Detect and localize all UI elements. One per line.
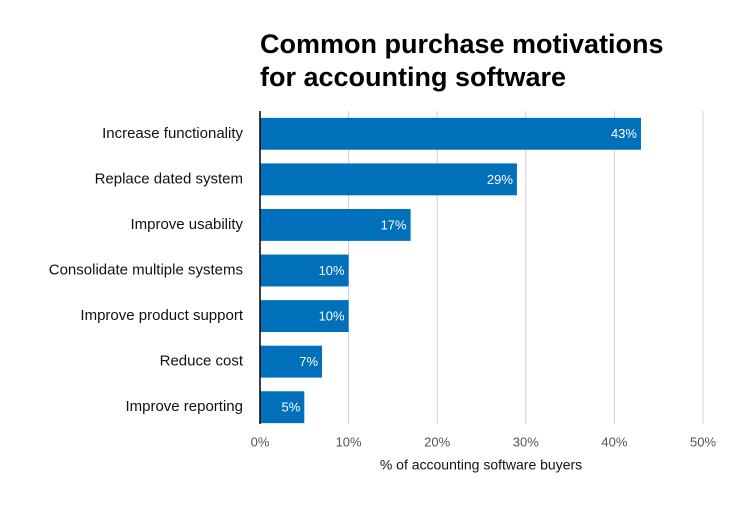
value-label: 43% (611, 126, 637, 141)
bar (260, 163, 517, 196)
value-label: 7% (299, 354, 318, 369)
bar (260, 208, 411, 241)
x-tick-label: 20% (424, 434, 450, 449)
y-tick-label: Improve usability (130, 216, 243, 233)
value-label: 10% (319, 263, 345, 278)
y-tick-label: Replace dated system (95, 170, 243, 187)
bar (260, 345, 323, 378)
y-tick-label: Improve reporting (125, 398, 243, 415)
bar (260, 117, 641, 150)
x-axis-label: % of accounting software buyers (380, 457, 582, 473)
bar (260, 391, 305, 424)
chart-title: Common purchase motivations (260, 29, 664, 59)
chart-title: for accounting software (260, 62, 566, 92)
y-tick-label: Increase functionality (102, 125, 243, 142)
bar (260, 254, 349, 287)
y-tick-label: Improve product support (80, 307, 243, 324)
x-tick-label: 30% (513, 434, 539, 449)
value-label: 10% (319, 309, 345, 324)
x-tick-label: 50% (690, 434, 716, 449)
y-tick-label: Reduce cost (160, 353, 244, 370)
value-label: 17% (381, 217, 407, 232)
y-tick-label: Consolidate multiple systems (49, 261, 243, 278)
x-tick-label: 0% (251, 434, 270, 449)
value-label: 5% (282, 400, 301, 415)
x-tick-label: 10% (336, 434, 362, 449)
bar (260, 300, 349, 333)
value-label: 29% (487, 172, 513, 187)
x-tick-label: 40% (601, 434, 627, 449)
